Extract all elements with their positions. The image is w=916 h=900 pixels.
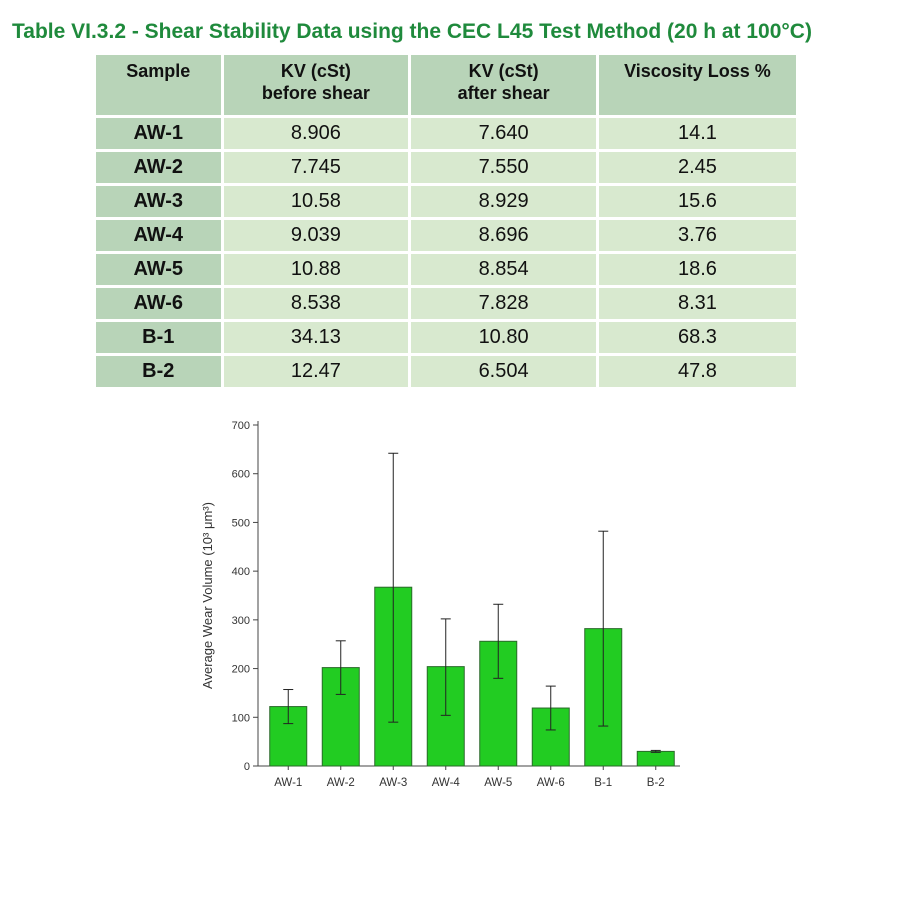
value-cell: 2.45 bbox=[598, 152, 796, 183]
y-tick-label: 700 bbox=[232, 420, 250, 432]
value-cell: 18.6 bbox=[598, 254, 796, 285]
table-body: AW-1 8.906 7.640 14.1 AW-2 7.745 7.550 2.45 AW-3… bbox=[96, 118, 796, 387]
value-cell: 3.76 bbox=[598, 220, 796, 251]
value-cell: 8.929 bbox=[411, 186, 596, 217]
table-row: B-1 34.13 10.80 68.3 bbox=[96, 322, 796, 353]
value-cell: 8.538 bbox=[223, 288, 409, 319]
shear-stability-table: Sample KV (cSt) before shear KV (cSt) af… bbox=[93, 52, 799, 390]
value-cell: 68.3 bbox=[598, 322, 796, 353]
value-cell: 15.6 bbox=[598, 186, 796, 217]
header-line: Viscosity Loss % bbox=[624, 61, 771, 81]
wear-volume-chart: 0 100 200 300 400 500 600 700 Average Wear Volum… bbox=[200, 420, 680, 789]
x-tick-label: AW-6 bbox=[537, 777, 565, 789]
header-sample: Sample bbox=[96, 55, 221, 115]
header-line: KV (cSt) bbox=[468, 61, 539, 81]
header-kv-after: KV (cSt) after shear bbox=[411, 55, 596, 115]
y-tick-label: 0 bbox=[244, 761, 250, 773]
value-cell: 14.1 bbox=[598, 118, 796, 149]
sample-cell: B-1 bbox=[96, 322, 221, 353]
y-tick-label: 200 bbox=[232, 664, 250, 676]
header-line: KV (cSt) bbox=[280, 61, 351, 81]
table-row: AW-4 9.039 8.696 3.76 bbox=[96, 220, 796, 251]
value-cell: 9.039 bbox=[223, 220, 409, 251]
sample-cell: AW-5 bbox=[96, 254, 221, 285]
y-tick-label: 400 bbox=[232, 566, 250, 578]
sample-cell: AW-1 bbox=[96, 118, 221, 149]
value-cell: 7.550 bbox=[411, 152, 596, 183]
value-cell: 12.47 bbox=[223, 356, 409, 387]
value-cell: 8.31 bbox=[598, 288, 796, 319]
sample-cell: B-2 bbox=[96, 356, 221, 387]
table-row: B-2 12.47 6.504 47.8 bbox=[96, 356, 796, 387]
sample-cell: AW-6 bbox=[96, 288, 221, 319]
x-tick-label: AW-4 bbox=[432, 777, 461, 789]
value-cell: 10.58 bbox=[223, 186, 409, 217]
value-cell: 10.80 bbox=[411, 322, 596, 353]
value-cell: 8.906 bbox=[223, 118, 409, 149]
table-row: AW-2 7.745 7.550 2.45 bbox=[96, 152, 796, 183]
table-row: AW-6 8.538 7.828 8.31 bbox=[96, 288, 796, 319]
header-line: after shear bbox=[457, 83, 550, 103]
table-row: AW-5 10.88 8.854 18.6 bbox=[96, 254, 796, 285]
bar bbox=[636, 750, 675, 767]
value-cell: 34.13 bbox=[223, 322, 409, 353]
value-cell: 10.88 bbox=[223, 254, 409, 285]
y-axis-label: Average Wear Volume (10³ μm³) bbox=[200, 502, 215, 689]
value-cell: 6.504 bbox=[411, 356, 596, 387]
x-tick-label: AW-1 bbox=[274, 777, 302, 789]
table-row: AW-3 10.58 8.929 15.6 bbox=[96, 186, 796, 217]
y-tick-label: 300 bbox=[232, 615, 250, 627]
table-title: Table VI.3.2 - Shear Stability Data usin… bbox=[12, 20, 812, 43]
table-header-row: Sample KV (cSt) before shear KV (cSt) af… bbox=[96, 55, 796, 115]
table-row: AW-1 8.906 7.640 14.1 bbox=[96, 118, 796, 149]
header-viscosity-loss: Viscosity Loss % bbox=[598, 55, 796, 115]
y-tick-label: 100 bbox=[232, 712, 250, 724]
y-tick-label: 600 bbox=[232, 469, 250, 481]
value-cell: 8.854 bbox=[411, 254, 596, 285]
header-line: Sample bbox=[126, 61, 191, 81]
value-cell: 7.745 bbox=[223, 152, 409, 183]
y-tick-label: 500 bbox=[232, 517, 250, 529]
sample-cell: AW-2 bbox=[96, 152, 221, 183]
x-tick-label: AW-3 bbox=[379, 777, 407, 789]
sample-cell: AW-4 bbox=[96, 220, 221, 251]
value-cell: 47.8 bbox=[598, 356, 796, 387]
x-tick-label: B-2 bbox=[647, 777, 665, 789]
header-line: before shear bbox=[261, 83, 370, 103]
header-kv-before: KV (cSt) before shear bbox=[223, 55, 409, 115]
x-tick-label: AW-2 bbox=[327, 777, 355, 789]
value-cell: 7.828 bbox=[411, 288, 596, 319]
x-tick-label: AW-5 bbox=[484, 777, 512, 789]
value-cell: 8.696 bbox=[411, 220, 596, 251]
sample-cell: AW-3 bbox=[96, 186, 221, 217]
x-tick-label: B-1 bbox=[594, 777, 612, 789]
value-cell: 7.640 bbox=[411, 118, 596, 149]
